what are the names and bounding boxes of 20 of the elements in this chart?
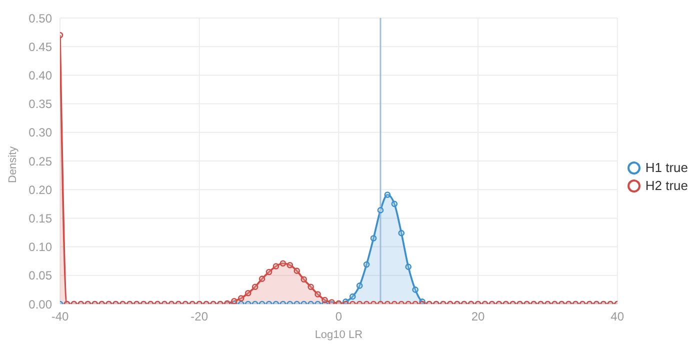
y-tick-label: 0.45 xyxy=(28,40,52,54)
y-tick-label: 0.30 xyxy=(28,126,52,140)
x-tick-label: 20 xyxy=(471,310,486,324)
y-tick-label: 0.35 xyxy=(28,97,52,112)
x-tick-label: 40 xyxy=(610,310,624,324)
x-axis-title: Log10 LR xyxy=(314,329,363,341)
x-tick-label: -20 xyxy=(190,310,208,324)
x-tick-label: -40 xyxy=(51,310,69,324)
y-tick-label: 0.40 xyxy=(28,68,52,82)
y-tick-label: 0.00 xyxy=(28,297,52,312)
y-tick-label: 0.25 xyxy=(28,154,52,168)
y-tick-label: 0.05 xyxy=(28,268,52,283)
y-tick-label: 0.20 xyxy=(28,182,52,197)
legend-label: H2 true xyxy=(645,178,688,193)
y-tick-label: 0.15 xyxy=(28,211,52,226)
x-tick-label: 0 xyxy=(335,310,342,324)
y-tick-label: 0.10 xyxy=(28,240,52,254)
y-tick-label: 0.50 xyxy=(28,11,52,26)
legend-label: H1 true xyxy=(645,160,688,175)
y-axis-title: Density xyxy=(6,146,19,183)
